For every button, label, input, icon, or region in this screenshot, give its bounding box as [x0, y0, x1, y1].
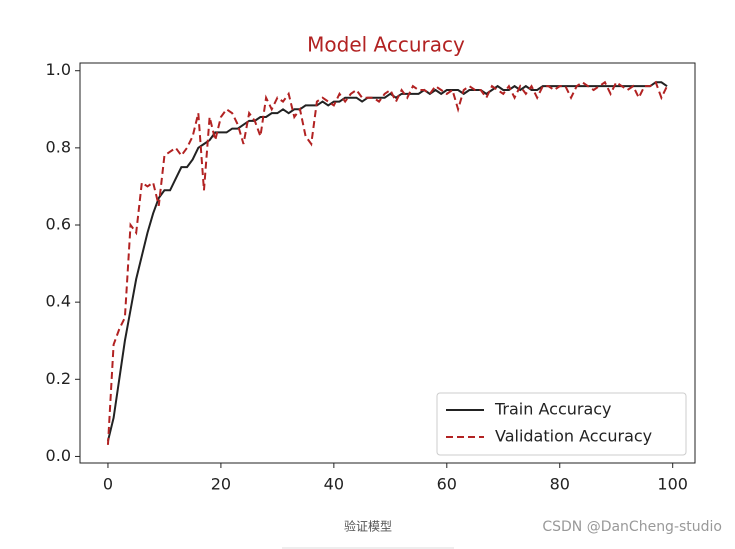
- legend-label: Validation Accuracy: [495, 427, 652, 446]
- legend-label: Train Accuracy: [494, 400, 612, 419]
- y-tick-label: 0.0: [46, 446, 71, 465]
- y-tick-label: 0.4: [46, 292, 71, 311]
- legend-box: [436, 392, 687, 456]
- plot-frame: [79, 62, 696, 464]
- y-tick-label: 0.8: [46, 137, 71, 156]
- y-tick-label: 0.2: [46, 369, 71, 388]
- chart-title: Model Accuracy: [307, 33, 465, 57]
- caption: 验证模型: [344, 519, 392, 534]
- y-tick-label: 0.6: [46, 215, 71, 234]
- watermark: CSDN @DanCheng-studio: [542, 519, 722, 535]
- x-tick-label: 60: [437, 475, 457, 494]
- x-tick-label: 100: [657, 475, 688, 494]
- y-tick-label: 1.0: [46, 60, 71, 79]
- x-tick-label: 80: [550, 475, 570, 494]
- line: [106, 80, 668, 445]
- x-tick-label: 40: [324, 475, 344, 494]
- line: [106, 81, 668, 442]
- x-tick-label: 0: [103, 475, 113, 494]
- x-tick-label: 20: [211, 475, 231, 494]
